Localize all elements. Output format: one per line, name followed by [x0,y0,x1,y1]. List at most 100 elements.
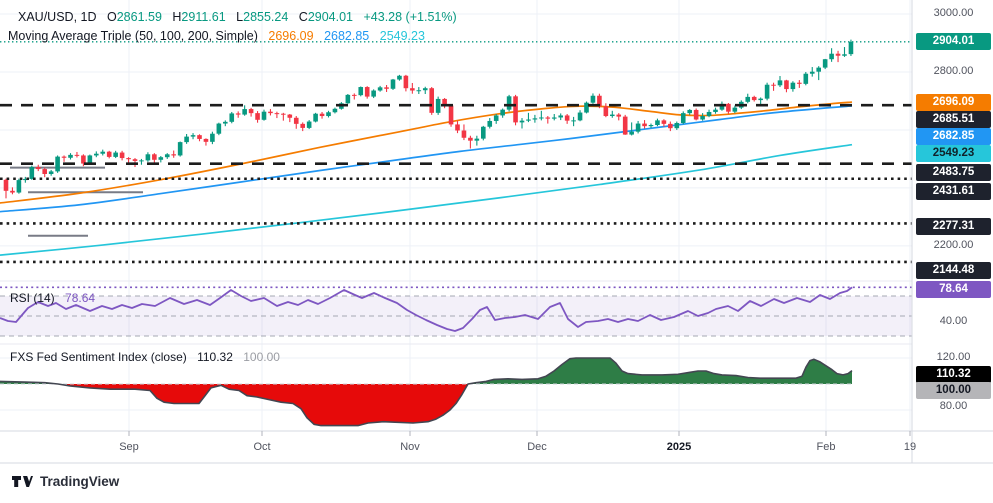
price-badge: 2144.48 [916,261,991,279]
rsi-current-value: 78.64 [65,291,96,305]
candle-up [16,180,22,193]
candle-down [693,109,699,120]
candle-down [622,116,628,135]
change-value: +43.28 (+1.51%) [363,10,457,24]
fxs-legend-label: FXS Fed Sentiment Index (close) [10,350,187,364]
open-label: O [106,10,117,24]
candle-down [132,159,138,161]
candle-down [403,75,409,89]
candle-up [216,123,222,134]
candle-down [74,154,80,156]
axis-borders [0,0,993,464]
candle-down [564,115,570,121]
candle-down [197,135,202,139]
ma-50-line [0,101,853,204]
candle-down [668,123,673,129]
tradingview-attribution-link[interactable]: TradingView [12,474,119,489]
candle-up [648,125,654,127]
candle-up [190,135,196,137]
price-badge: 2277.31 [916,217,991,235]
candle-up [481,126,486,139]
candle-down [35,167,41,170]
ma50-value: 2696.09 [268,29,314,43]
candle-up [539,117,544,119]
candle-up [23,178,28,181]
price-badge: 2549.23 [916,144,991,162]
candle-up [822,59,828,68]
candle-up [177,142,183,156]
candle-up [145,154,151,161]
time-axis-label: Nov [400,441,420,453]
candle-up [732,107,738,112]
candle-down [300,123,305,128]
candle-down [616,114,622,117]
time-axis[interactable]: Sep Oct Nov Dec 2025 Feb 19 [0,431,916,463]
fxs-baseline-value: 100.00 [243,350,280,364]
candle-down [42,169,47,174]
price-axis-label: 40.00 [939,315,968,327]
price-axis[interactable]: 3000.00 2800.00 2200.00 40.00 120.00 80.00 290… [912,0,993,463]
candle-up [345,94,351,104]
candle-up [674,122,680,129]
price-badge: 2431.61 [916,182,991,200]
candle-up [55,156,60,172]
candle-up [816,67,821,72]
candle-down [603,106,609,117]
candle-down [384,87,389,89]
candle-down [661,120,667,124]
candle-down [10,190,15,193]
candle-down [152,154,157,160]
candle-down [797,82,802,84]
candle-up [848,41,854,55]
candle-up [713,109,718,112]
low-label: L [236,10,244,24]
candle-up [87,155,93,164]
candle-up [326,112,331,117]
candle-up [577,112,583,121]
candle-up [635,123,641,132]
candle-up [29,167,35,179]
candle-up [719,103,725,110]
candle-up [803,73,809,84]
candle-down [293,117,299,124]
candle-up [706,111,712,117]
price-badge: 2685.51 [916,110,991,128]
candle-up [435,98,441,113]
candle-up [139,160,144,162]
candle-up [758,98,763,101]
ma100-value: 2682.85 [324,29,370,43]
ma-legend-label: Moving Average Triple (50, 100, 200, Sim… [8,29,258,43]
candle-up [745,96,751,102]
candle-up [100,151,106,154]
candle-down [119,152,125,159]
symbol-ohlc-legend: XAU/USD, 1D O2861.59 H2911.61 L2855.24 C… [18,10,457,24]
price-axis-label: 3000.00 [933,7,974,19]
rsi-legend-label: RSI (14) [10,291,55,305]
candle-up [210,133,215,142]
candle-up [242,109,247,115]
close-value: 2904.01 [307,10,354,24]
candle-up [113,152,118,157]
candle-down [429,88,434,113]
price-axis-label: 120.00 [936,351,971,363]
candlestick-series [3,39,854,199]
ma-200-line [0,143,853,257]
candle-up [229,113,235,122]
time-axis-label: 19 [903,441,917,453]
candle-down [126,158,131,160]
candle-up [164,154,170,158]
rsi-indicator [0,286,912,337]
candle-up [332,108,338,113]
candle-up [506,96,512,110]
price-chart-canvas[interactable] [0,0,993,465]
price-badge: 2483.75 [916,163,991,181]
high-label: H [172,10,182,24]
candle-up [422,88,428,91]
candle-up [829,53,834,60]
candle-up [584,102,589,113]
candle-down [410,88,415,91]
candle-down [513,96,518,123]
ma200-value: 2549.23 [379,29,425,43]
candle-down [468,137,473,141]
grid-lines [0,0,912,431]
